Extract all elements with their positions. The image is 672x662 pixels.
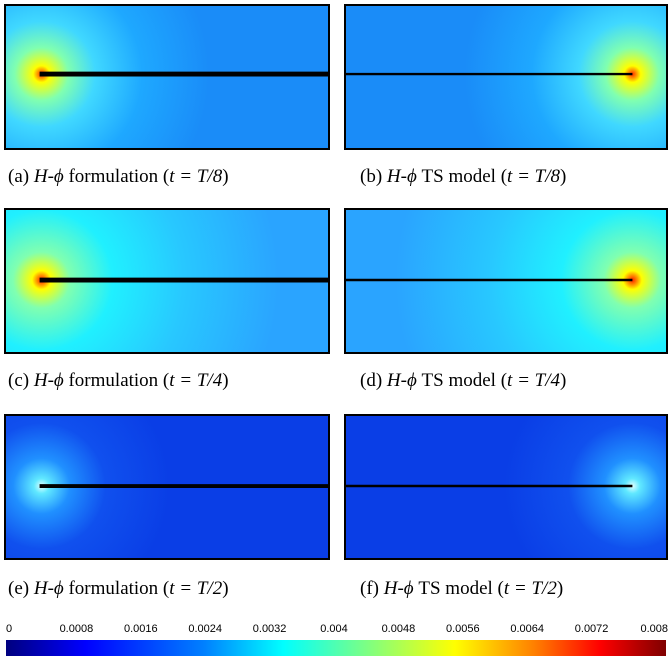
- colorbar-tick-label: 0.0064: [510, 623, 545, 635]
- field-plot-b: [344, 4, 668, 150]
- caption-c: (c) H-ϕ formulation (t = T/4): [8, 370, 229, 391]
- colorbar: [6, 640, 666, 656]
- colorbar-tick-label: 0.008: [640, 623, 668, 635]
- colorbar-tick-label: 0.0048: [381, 623, 416, 635]
- field-plot-c: [4, 208, 330, 354]
- caption-b: (b) H-ϕ TS model (t = T/8): [360, 166, 567, 187]
- colorbar-tick-label: 0.0072: [574, 623, 609, 635]
- colorbar-tick-label: 0: [6, 623, 13, 635]
- field-plot-d: [344, 208, 668, 354]
- caption-a: (a) H-ϕ formulation (t = T/8): [8, 166, 229, 187]
- field-plot-e: [4, 414, 330, 560]
- colorbar-tick-label: 0.0056: [445, 623, 480, 635]
- colorbar-tick-label: 0.0024: [188, 623, 223, 635]
- colorbar-tick-label: 0.0032: [252, 623, 287, 635]
- caption-f: (f) H-ϕ TS model (t = T/2): [360, 578, 564, 599]
- colorbar-tick-label: 0.0016: [123, 623, 158, 635]
- caption-d: (d) H-ϕ TS model (t = T/4): [360, 370, 567, 391]
- colorbar-tick-label: 0.0008: [59, 623, 94, 635]
- field-plot-a: [4, 4, 330, 150]
- field-plot-f: [344, 414, 668, 560]
- caption-e: (e) H-ϕ formulation (t = T/2): [8, 578, 229, 599]
- colorbar-tick-label: 0.004: [320, 623, 348, 635]
